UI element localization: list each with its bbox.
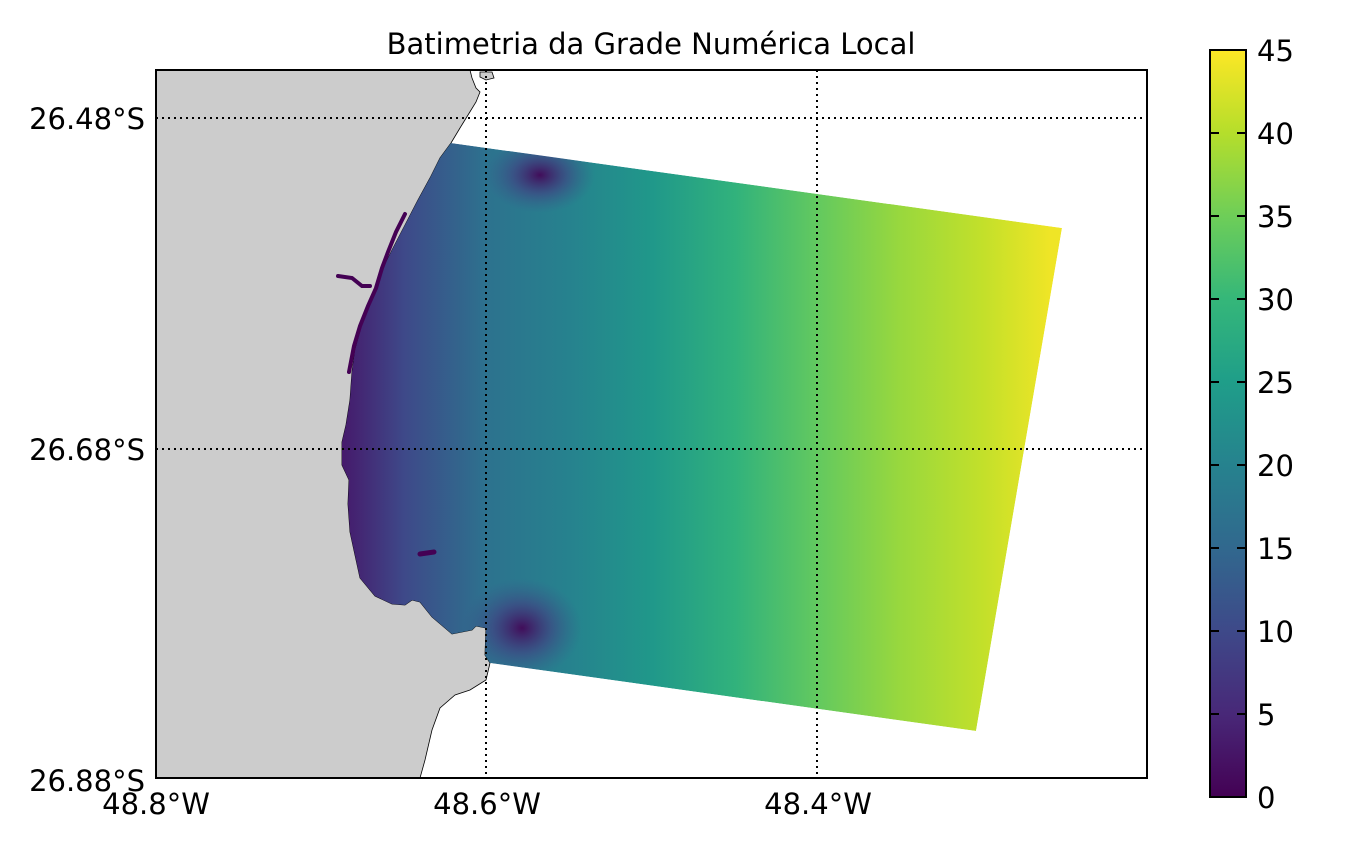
river-channel — [336, 274, 372, 288]
colorbar-tick-label: 45 — [1257, 34, 1294, 68]
chart-title: Batimetria da Grade Numérica Local — [387, 27, 916, 61]
x-tick-label: 48.6°W — [433, 787, 541, 821]
x-tick-label: 48.4°W — [764, 787, 872, 821]
x-tick-labels: 48.8°W 48.6°W 48.4°W — [102, 787, 872, 821]
inland-pond — [417, 549, 437, 557]
shallow-patch-south — [462, 578, 582, 678]
colorbar-tick-label: 0 — [1257, 781, 1275, 815]
colorbar-tick-label: 10 — [1257, 615, 1294, 649]
y-tick-labels: 26.48°S 26.68°S 26.88°S — [29, 102, 145, 798]
colorbar-tick-label: 20 — [1257, 449, 1294, 483]
colorbar-tick-label: 35 — [1257, 200, 1294, 234]
colorbar-tick-label: 5 — [1257, 698, 1275, 732]
y-tick-label: 26.48°S — [29, 102, 145, 136]
y-tick-label: 26.88°S — [29, 764, 145, 798]
colorbar-tick-label: 30 — [1257, 283, 1294, 317]
colorbar-tick-label: 25 — [1257, 366, 1294, 400]
colorbar-ticks: 0 5 10 15 20 25 30 35 40 45 — [1210, 34, 1294, 815]
grid-lines — [156, 70, 1147, 778]
map-plot-area — [156, 70, 1147, 778]
colorbar: 0 5 10 15 20 25 30 35 40 45 — [1209, 34, 1294, 815]
x-tick-label: 48.8°W — [102, 787, 210, 821]
colorbar-tick-label: 15 — [1257, 532, 1294, 566]
y-tick-label: 26.68°S — [29, 433, 145, 467]
colorbar-tick-label: 40 — [1257, 117, 1294, 151]
lagoon-channel — [347, 212, 407, 374]
colorbar-fill — [1210, 50, 1246, 797]
map-frame — [155, 69, 1148, 779]
colorbar-frame — [1209, 49, 1247, 798]
